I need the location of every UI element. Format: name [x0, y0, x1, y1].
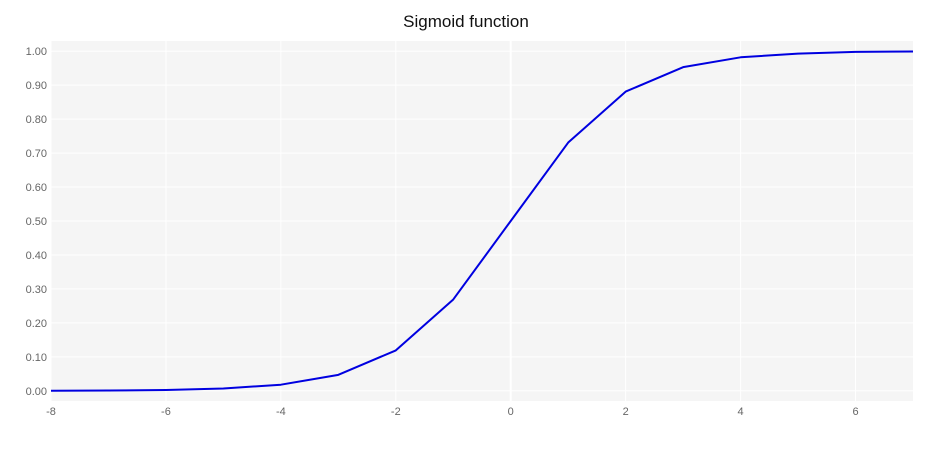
- chart-title: Sigmoid function: [403, 12, 529, 31]
- y-tick-label: 0.50: [26, 216, 47, 228]
- y-tick-label: 0.80: [26, 114, 47, 126]
- x-tick-label: -4: [276, 406, 286, 418]
- x-tick-label: -8: [46, 406, 56, 418]
- y-tick-label: 0.00: [26, 386, 47, 398]
- x-tick-label: -6: [161, 406, 171, 418]
- y-tick-label: 0.10: [26, 352, 47, 364]
- y-tick-label: 0.30: [26, 284, 47, 296]
- x-tick-label: 4: [738, 406, 744, 418]
- y-tick-label: 0.20: [26, 318, 47, 330]
- y-tick-label: 1.00: [26, 46, 47, 58]
- x-tick-label: -2: [391, 406, 401, 418]
- y-tick-label: 0.70: [26, 148, 47, 160]
- y-tick-label: 0.90: [26, 80, 47, 92]
- x-tick-label: 6: [852, 406, 858, 418]
- x-tick-label: 0: [508, 406, 514, 418]
- series-line: [50, 50, 914, 392]
- y-tick-label: 0.60: [26, 182, 47, 194]
- x-tick-label: 2: [623, 406, 629, 418]
- y-tick-label: 0.40: [26, 250, 47, 262]
